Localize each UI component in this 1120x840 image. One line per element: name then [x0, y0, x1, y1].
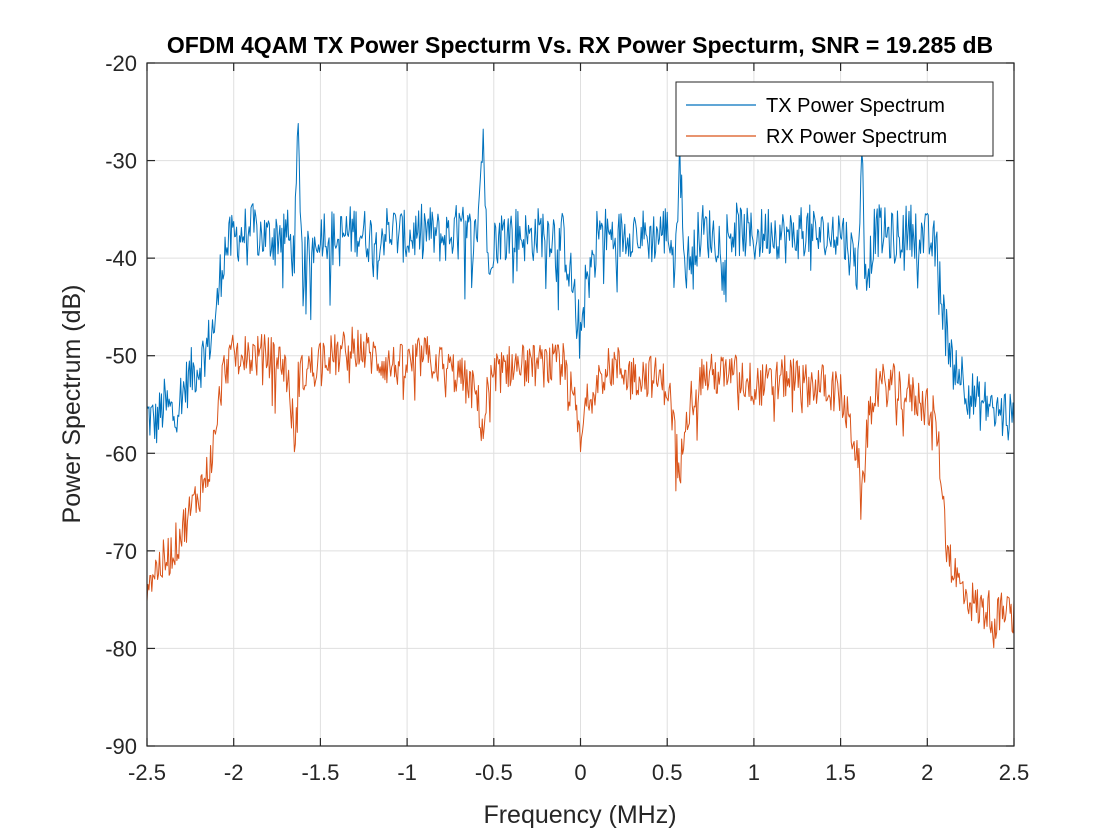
- y-tick-label: -20: [105, 51, 137, 76]
- y-tick-label: -50: [105, 344, 137, 369]
- x-tick-label: -0.5: [475, 760, 513, 785]
- x-tick-label: -1.5: [301, 760, 339, 785]
- x-tick-label: -2.5: [128, 760, 166, 785]
- y-axis-title: Power Spectrum (dB): [58, 285, 86, 524]
- chart-title: OFDM 4QAM TX Power Specturm Vs. RX Power…: [167, 32, 993, 58]
- y-tick-label: -90: [105, 734, 137, 759]
- y-tick-label: -80: [105, 636, 137, 661]
- x-tick-label: 1: [748, 760, 760, 785]
- legend-box: [675, 81, 994, 157]
- x-tick-label: 2.5: [999, 760, 1030, 785]
- x-tick-label: 1.5: [825, 760, 856, 785]
- y-tick-label: -70: [105, 539, 137, 564]
- series-lines: [146, 123, 1015, 649]
- legend: TX Power Spectrum RX Power Spectrum: [675, 81, 994, 157]
- x-axis-title: Frequency (MHz): [483, 801, 676, 829]
- x-tick-label: 0: [574, 760, 586, 785]
- y-tick-label: -60: [105, 441, 137, 466]
- legend-label: TX Power Spectrum: [766, 95, 945, 117]
- x-tick-label: 0.5: [652, 760, 683, 785]
- y-tick-label: -30: [105, 149, 137, 174]
- x-tick-label: -1: [397, 760, 417, 785]
- series-line-tx: [146, 123, 1015, 444]
- legend-label: RX Power Spectrum: [766, 126, 947, 148]
- series-line-rx: [146, 326, 1015, 649]
- x-tick-label: -2: [224, 760, 244, 785]
- x-tick-label: 2: [921, 760, 933, 785]
- ticks: -2.5 -2 -1.5 -1 -0.5 0 0.5 1 1.5 2 2.5 -90 -80 -70 -60…: [105, 51, 1029, 785]
- y-tick-label: -40: [105, 246, 137, 271]
